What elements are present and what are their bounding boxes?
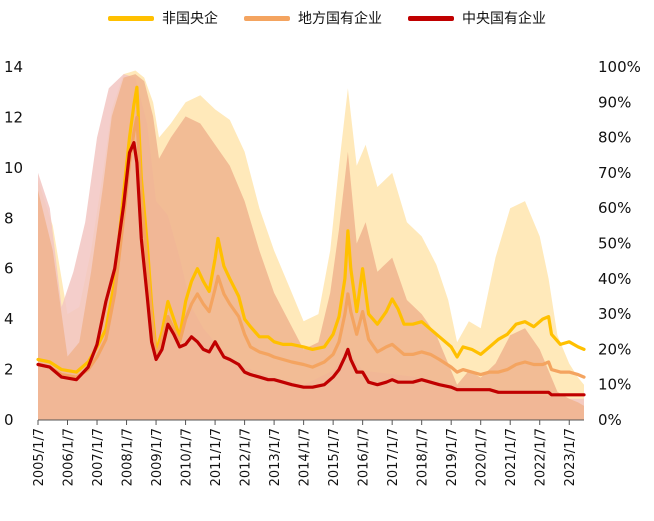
- y-right-tick-9: 90%: [598, 93, 631, 111]
- y-right-tick-5: 50%: [598, 235, 631, 253]
- y-left-tick-6: 12: [4, 108, 23, 126]
- series-line-1: [36, 115, 586, 379]
- legend-swatch-local-soe: [244, 15, 290, 21]
- y-right-tick-1: 10%: [598, 376, 631, 394]
- x-tick-label-12: 2017/1/7: [386, 428, 401, 486]
- y-left-tick-2: 4: [4, 310, 14, 328]
- x-tick-label-4: 2009/1/7: [150, 428, 165, 486]
- y-left-tick-5: 10: [4, 159, 23, 177]
- y-left-tick-4: 8: [4, 209, 14, 227]
- legend-item-central-soe: 中央国有企业: [408, 8, 546, 28]
- x-tick-label-5: 2010/1/7: [180, 428, 195, 486]
- series-line-0: [36, 85, 586, 374]
- y-right-tick-2: 20%: [598, 340, 631, 358]
- y-right-tick-7: 70%: [598, 164, 631, 182]
- legend-label-local-soe: 地方国有企业: [298, 11, 382, 27]
- y-left-tick-1: 2: [4, 361, 14, 379]
- x-tick-label-0: 2005/1/7: [32, 428, 47, 486]
- x-tick-label-1: 2006/1/7: [62, 428, 77, 486]
- x-tick-label-13: 2018/1/7: [416, 428, 431, 486]
- x-tick-label-8: 2013/1/7: [268, 428, 283, 486]
- legend-label-central-soe: 中央国有企业: [462, 11, 546, 27]
- x-tick-label-7: 2012/1/7: [239, 428, 254, 486]
- x-tick-label-3: 2008/1/7: [121, 428, 136, 486]
- x-tick-label-11: 2016/1/7: [357, 428, 372, 486]
- y-left-tick-0: 0: [4, 411, 14, 429]
- x-tick-label-15: 2020/1/7: [475, 428, 490, 486]
- x-tick-label-18: 2023/1/7: [563, 428, 578, 486]
- legend: 非国央企 地方国有企业 中央国有企业: [0, 6, 654, 30]
- y-right-tick-6: 60%: [598, 199, 631, 217]
- y-left-tick-3: 6: [4, 260, 14, 278]
- series-line-2: [36, 141, 586, 397]
- legend-swatch-non-soe: [108, 15, 154, 21]
- legend-swatch-central-soe: [408, 15, 454, 21]
- legend-label-non-soe: 非国央企: [162, 11, 218, 27]
- x-tick-label-16: 2021/1/7: [504, 428, 519, 486]
- x-tick-label-6: 2011/1/7: [209, 428, 224, 486]
- y-right-tick-8: 80%: [598, 129, 631, 147]
- y-right-tick-10: 100%: [598, 58, 641, 76]
- y-left-tick-7: 14: [4, 58, 23, 76]
- y-right-tick-3: 30%: [598, 305, 631, 323]
- x-tick-label-17: 2022/1/7: [534, 428, 549, 486]
- y-right-tick-0: 0%: [598, 411, 622, 429]
- legend-item-non-soe: 非国央企: [108, 8, 218, 28]
- y-right-tick-4: 40%: [598, 270, 631, 288]
- x-tick-label-14: 2019/1/7: [445, 428, 460, 486]
- x-tick-label-2: 2007/1/7: [91, 428, 106, 486]
- x-tick-label-10: 2015/1/7: [327, 428, 342, 486]
- legend-item-local-soe: 地方国有企业: [244, 8, 382, 28]
- x-tick-label-9: 2014/1/7: [298, 428, 313, 486]
